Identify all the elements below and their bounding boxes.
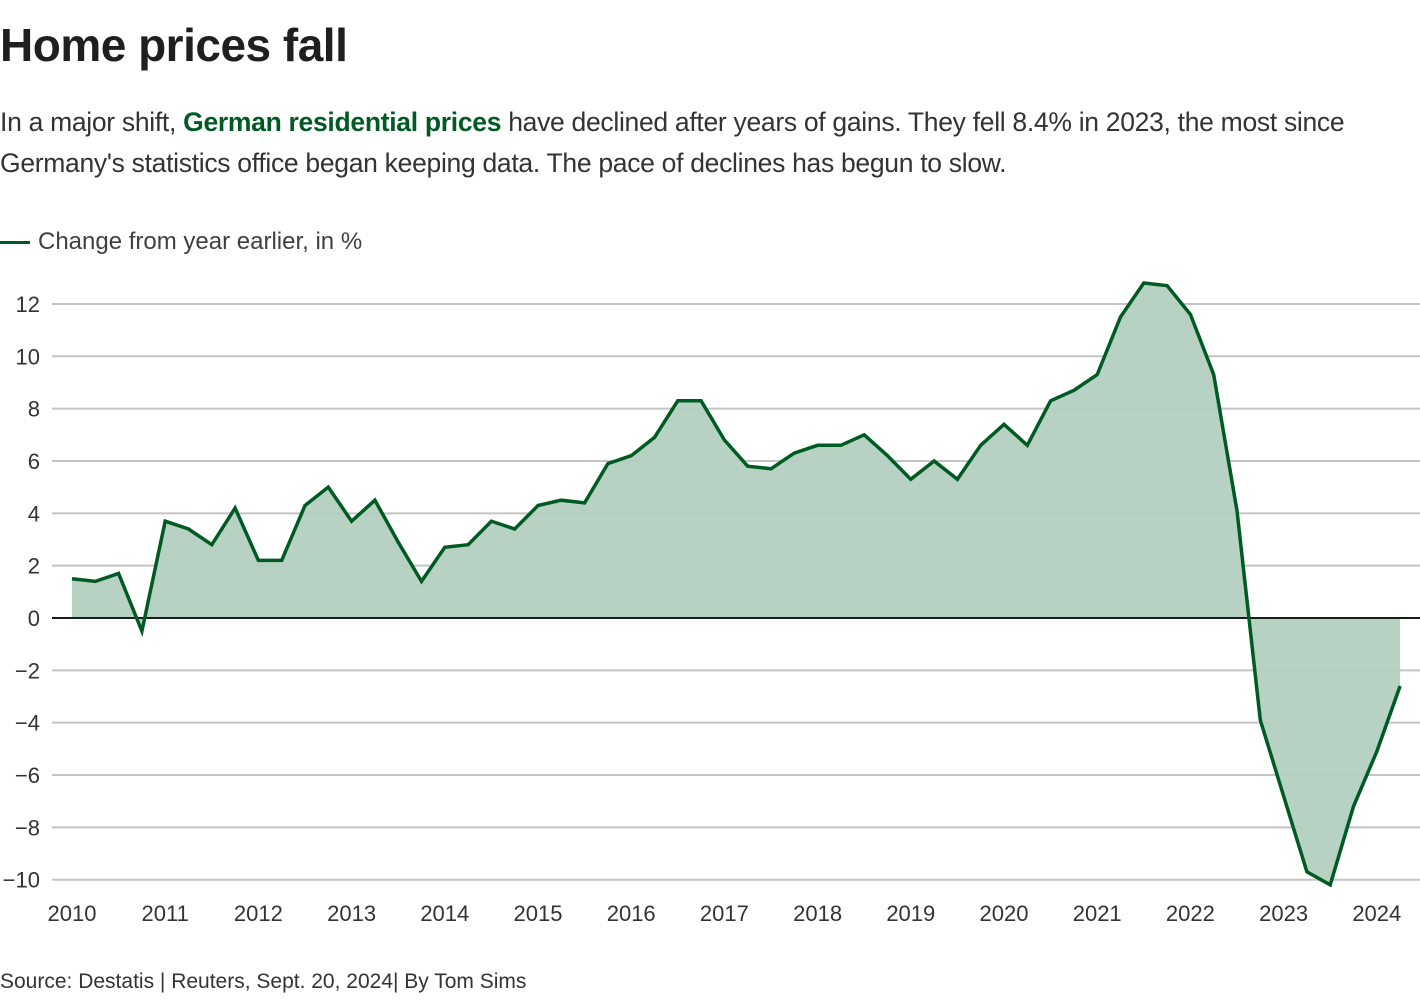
x-tick-label: 2015 [514,901,563,926]
y-tick-label: 4 [28,501,40,526]
legend-label: Change from year earlier, in % [38,228,363,255]
subtitle-highlight: German residential prices [183,107,502,137]
area-layer [72,283,1401,885]
x-tick-label: 2019 [886,901,935,926]
source-note: Source: Destatis | Reuters, Sept. 20, 20… [0,970,527,993]
x-tick-label: 2022 [1166,901,1215,926]
y-tick-label: 0 [28,606,40,631]
x-tick-label: 2017 [700,901,749,926]
y-tick-label: −6 [15,763,40,788]
series-line [71,281,1402,888]
x-tick-label: 2012 [234,901,283,926]
y-tick-label: −2 [15,658,40,683]
subtitle-text-start: In a major shift, [0,107,184,137]
x-tick-label: 2018 [793,901,842,926]
x-tick-label: 2020 [980,901,1029,926]
y-axis: 12 10 8 6 4 2 0 −2 −4 −6 −8 −10 [3,292,40,893]
legend: Change from year earlier, in % [0,228,362,256]
x-tick-label: 2024 [1352,901,1401,926]
x-tick-label: 2013 [327,901,376,926]
legend-line-swatch [0,240,30,244]
y-tick-label: 10 [16,344,40,369]
x-tick-label: 2011 [142,901,189,926]
x-tick-label: 2023 [1259,901,1308,926]
y-tick-label: 2 [28,554,40,579]
chart-subtitle: In a major shift, German residential pri… [0,102,1420,184]
y-tick-label: −4 [15,711,40,736]
x-tick-label: 2021 [1073,901,1122,926]
y-tick-label: 12 [16,292,40,317]
chart-title: Home prices fall [0,19,348,71]
y-tick-label: −10 [3,868,40,893]
line-layer [71,281,1402,888]
y-tick-label: 8 [28,397,40,422]
subtitle-text-end: have declined after years of gains. They… [0,107,1345,178]
x-tick-label: 2014 [420,901,469,926]
x-tick-label: 2010 [48,901,97,926]
x-axis: 2010 2011 2012 2013 2014 2015 2016 2017 2018 2019… [48,901,1402,926]
y-tick-label: 6 [28,449,40,474]
y-tick-label: −8 [15,815,40,840]
x-tick-label: 2016 [607,901,656,926]
area-fill [72,283,1401,885]
